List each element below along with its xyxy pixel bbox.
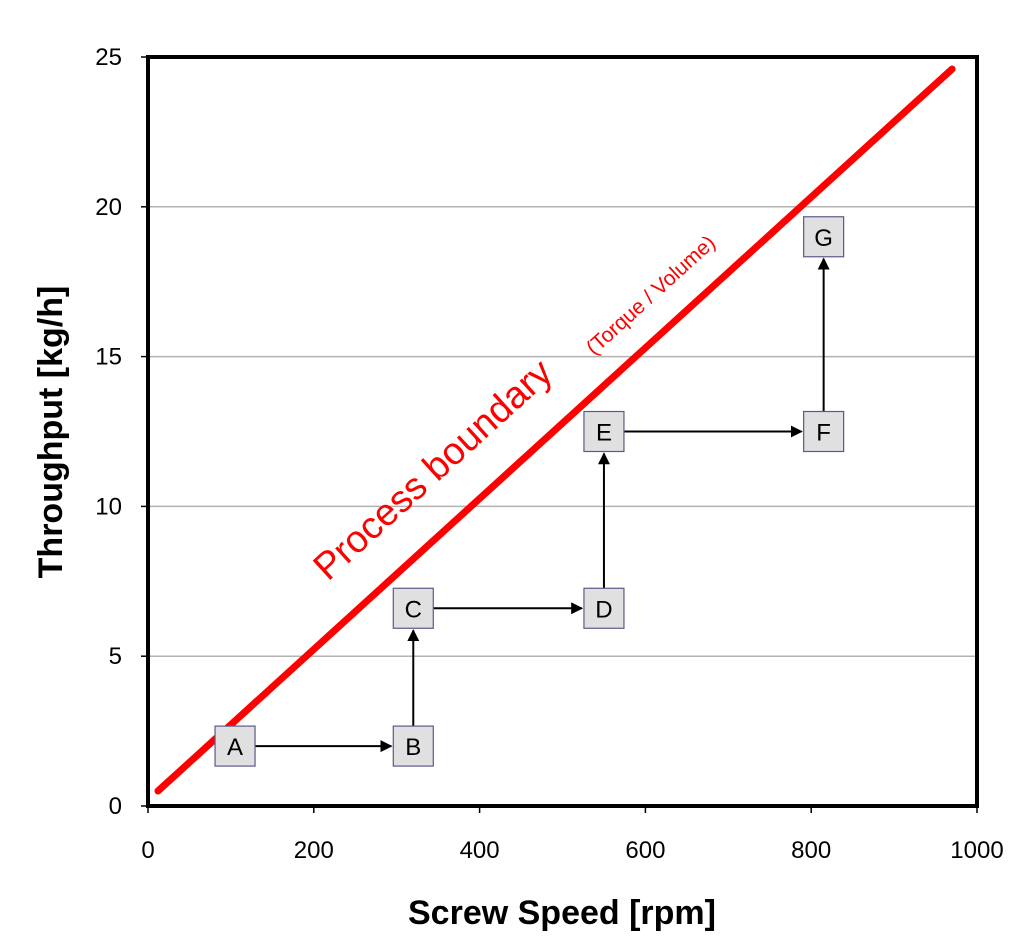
point-label: F (816, 420, 831, 447)
point-B: B (392, 725, 434, 767)
x-tick-label: 200 (294, 837, 334, 864)
y-axis-title: Throughput [kg/h] (32, 286, 70, 579)
x-tick-label: 400 (460, 837, 500, 864)
point-label: C (405, 596, 422, 623)
point-E: E (583, 410, 625, 453)
x-tick-label: 0 (141, 837, 154, 864)
point-box (392, 725, 434, 767)
point-A: A (214, 725, 256, 767)
point-label: A (227, 734, 243, 761)
point-label: G (814, 225, 833, 252)
point-box (583, 587, 625, 629)
point-label: E (596, 420, 612, 447)
x-tick-label: 600 (625, 837, 665, 864)
point-C: C (392, 587, 434, 629)
y-tick-label: 20 (95, 194, 122, 221)
process-boundary-line (154, 65, 956, 795)
grid-lines (148, 206, 977, 657)
x-tick-label: 800 (791, 837, 831, 864)
point-G: G (803, 216, 845, 258)
x-tick-label: 1000 (950, 837, 1003, 864)
y-tick-label: 10 (95, 493, 122, 520)
plot-area-border (146, 55, 979, 808)
y-tick-label: 15 (95, 344, 122, 371)
point-box (392, 587, 434, 629)
data-points: A B C D E F G (214, 216, 845, 767)
y-tick-label: 0 (109, 793, 122, 820)
process-boundary-main-text: Process boundary (306, 352, 561, 589)
point-F: F (803, 410, 845, 453)
y-tick-label: 25 (95, 44, 122, 71)
point-box (214, 725, 256, 767)
point-box (803, 410, 845, 453)
point-label: B (405, 734, 421, 761)
y-tick-label: 5 (109, 643, 122, 670)
point-box (583, 410, 625, 453)
process-boundary-label: Process boundary (Torque / Volume) (306, 231, 720, 588)
point-D: D (583, 587, 625, 629)
point-box (803, 216, 845, 258)
point-label: D (595, 596, 612, 623)
y-axis-ticks: 0 5 10 15 20 25 (95, 44, 148, 820)
x-axis-ticks: 0 200 400 600 800 1000 (141, 806, 1004, 864)
transition-arrows (255, 257, 830, 753)
x-axis-title: Screw Speed [rpm] (408, 894, 716, 932)
